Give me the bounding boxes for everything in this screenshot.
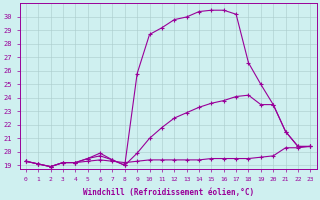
X-axis label: Windchill (Refroidissement éolien,°C): Windchill (Refroidissement éolien,°C) — [83, 188, 254, 197]
